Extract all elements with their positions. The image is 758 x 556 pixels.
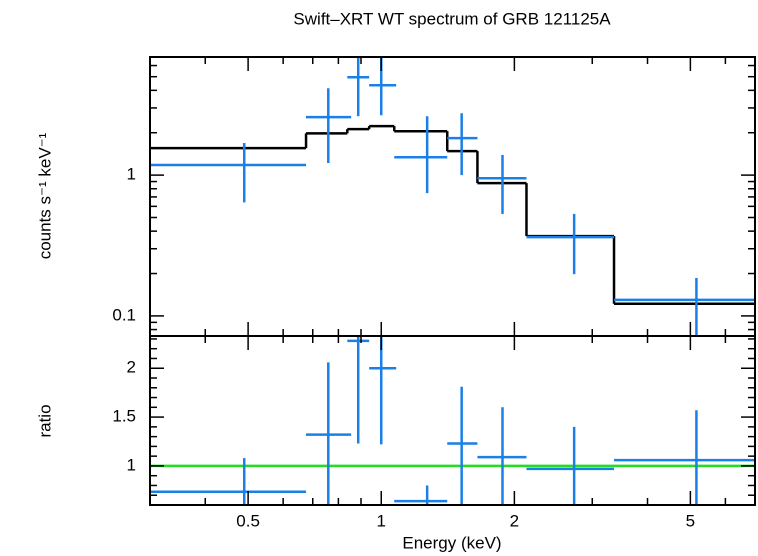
y-tick-label: 1.5	[112, 407, 136, 426]
y-tick-label: 1	[127, 455, 136, 474]
x-tick-label: 0.5	[236, 511, 260, 530]
y-tick-label: 0.1	[112, 305, 136, 324]
plot-frame	[149, 335, 756, 506]
y-tick-label: 1	[127, 165, 136, 184]
y-axis-label: counts s⁻¹ keV⁻¹	[35, 132, 54, 259]
x-tick-label: 1	[377, 511, 386, 530]
chart-title: Swift–XRT WT spectrum of GRB 121125A	[293, 9, 611, 28]
plot-frame	[149, 56, 756, 337]
y-axis-label: ratio	[35, 404, 54, 437]
x-tick-label: 5	[686, 511, 695, 530]
y-tick-label: 2	[127, 358, 136, 377]
x-tick-label: 2	[510, 511, 519, 530]
x-axis-label: Energy (keV)	[402, 533, 501, 552]
